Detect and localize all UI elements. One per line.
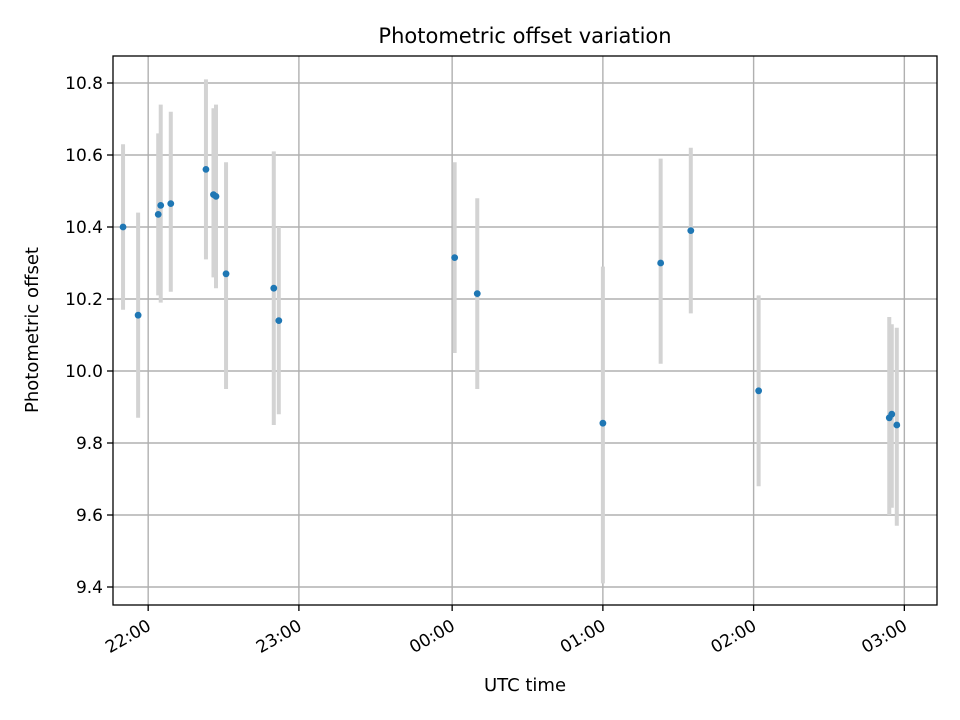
data-point [134,311,142,319]
x-axis-ticks: 22:00 23:00 00:00 01:00 02:00 03:00 [102,605,911,658]
x-tick-label: 22:00 [102,616,154,658]
data-point [119,223,127,231]
y-tick-label: 10.6 [65,146,103,166]
y-tick-label: 10.8 [65,74,103,94]
data-point [202,166,210,173]
y-tick-label: 9.8 [76,434,103,454]
data-point [657,259,665,267]
x-tick-label: 00:00 [406,616,458,658]
y-axis-ticks: 9.4 9.6 9.8 10.0 10.2 10.4 10.6 10.8 [65,74,113,598]
chart-title: Photometric offset variation [378,24,671,48]
data-point [687,227,695,235]
y-tick-label: 10.2 [65,290,103,310]
grid [113,56,937,605]
data-points [119,166,901,429]
data-point [473,290,481,297]
data-point [275,317,283,324]
data-point [599,419,607,427]
data-point [893,421,901,429]
data-point [755,387,763,395]
data-point [157,202,165,209]
y-axis-label: Photometric offset [22,247,43,413]
y-tick-label: 10.0 [65,362,103,382]
data-point [167,200,175,208]
x-tick-label: 01:00 [557,616,609,658]
data-point [451,254,459,261]
y-tick-label: 10.4 [65,218,103,238]
data-point [270,284,278,292]
data-point [222,270,230,278]
x-tick-label: 23:00 [253,616,305,658]
data-point [888,410,896,418]
y-tick-label: 9.4 [76,578,103,598]
data-point [212,193,220,200]
plot-frame [112,55,938,606]
x-tick-label: 03:00 [858,616,910,658]
x-tick-label: 02:00 [708,616,760,658]
x-axis-label: UTC time [484,675,566,696]
data-point [154,211,162,218]
y-tick-label: 9.6 [76,506,103,526]
